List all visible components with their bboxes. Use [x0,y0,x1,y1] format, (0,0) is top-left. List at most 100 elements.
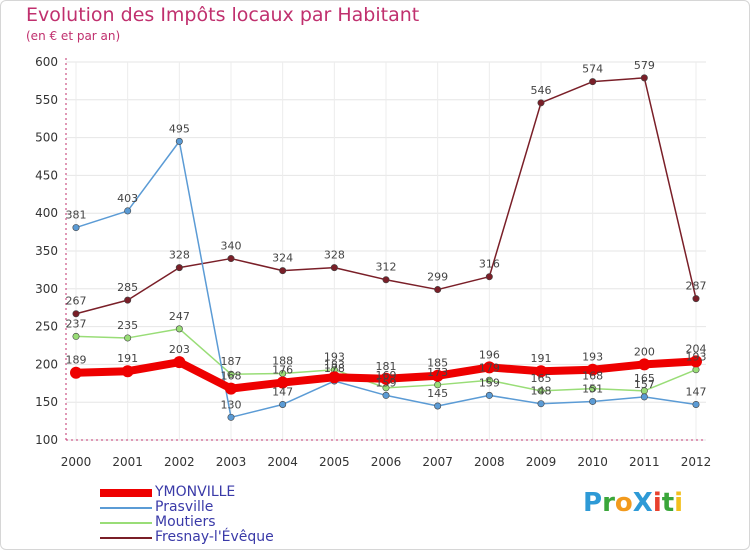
data-label-fresnay-l-v-que: 299 [427,271,448,284]
data-label-fresnay-l-v-que: 267 [66,295,87,308]
data-label-ymonville: 191 [531,352,552,365]
legend-swatch [100,536,152,539]
legend-label: YMONVILLE [155,484,236,500]
data-point-moutiers [485,376,493,384]
data-label-moutiers: 188 [272,354,293,367]
data-label-ymonville: 168 [221,370,242,383]
data-label-moutiers: 169 [376,369,397,382]
legend-item: Fresnay-l'Évêque [100,529,340,545]
data-point-prasville [434,402,442,410]
data-point-prasville [72,224,80,232]
data-point-ymonville [380,372,392,385]
data-label-prasville: 159 [376,376,397,389]
data-point-prasville [485,391,493,399]
data-point-ymonville [225,382,237,395]
data-label-fresnay-l-v-que: 579 [634,59,655,72]
data-label-fresnay-l-v-que: 328 [324,249,345,262]
legend-swatch [100,488,152,497]
data-point-fresnay-l-v-que [382,276,390,284]
legend-item: YMONVILLE [100,484,340,500]
data-label-moutiers: 247 [169,310,190,323]
y-tick-label: 250 [35,320,58,334]
data-point-moutiers [537,387,545,395]
legend-label: Prasville [155,499,214,515]
x-tick-label: 2011 [629,455,660,469]
data-label-ymonville: 176 [272,364,293,377]
data-point-prasville [124,207,132,215]
logo-letter: X [632,488,653,518]
data-label-moutiers: 187 [221,355,242,368]
data-label-prasville: 147 [272,385,293,398]
data-label-moutiers: 173 [427,366,448,379]
logo-letter: r [602,488,615,518]
data-point-fresnay-l-v-que [692,295,700,303]
x-tick-label: 2012 [681,455,712,469]
data-point-fresnay-l-v-que [589,78,597,86]
data-label-prasville: 145 [427,387,448,400]
data-label-ymonville: 183 [324,358,345,371]
data-point-moutiers [124,334,132,342]
data-label-ymonville: 193 [582,351,603,364]
data-point-ymonville [328,371,341,384]
data-point-ymonville [535,365,547,378]
data-label-prasville: 381 [66,209,87,222]
data-point-moutiers [589,385,597,393]
data-point-moutiers [175,325,183,333]
data-point-fresnay-l-v-que [279,267,287,275]
y-tick-label: 100 [35,433,58,447]
data-label-prasville: 403 [117,192,138,205]
x-tick-label: 2001 [112,455,143,469]
x-tick-label: 2000 [61,455,92,469]
y-tick-label: 500 [35,131,58,145]
data-label-prasville: 495 [169,122,190,135]
x-tick-label: 2005 [319,455,350,469]
data-point-ymonville [431,369,444,382]
data-point-fresnay-l-v-que [175,264,183,272]
data-label-moutiers: 165 [531,372,552,385]
logo-letter: i [652,488,662,518]
legend-item: Moutiers [100,514,340,530]
y-tick-label: 150 [35,395,58,409]
data-label-ymonville: 204 [686,342,707,355]
y-tick-label: 400 [35,206,58,220]
data-label-prasville: 148 [531,385,552,398]
legend-label: Fresnay-l'Évêque [155,529,274,545]
x-tick-label: 2003 [216,455,247,469]
data-point-ymonville [276,376,289,389]
data-point-prasville [640,393,648,401]
x-tick-label: 2006 [371,455,402,469]
y-tick-label: 350 [35,244,58,258]
logo-letter: t [661,488,675,518]
data-point-ymonville [586,363,599,376]
data-label-prasville: 159 [479,376,500,389]
data-label-fresnay-l-v-que: 574 [582,63,603,76]
data-point-ymonville [173,356,186,369]
legend-label: Moutiers [155,514,216,530]
data-label-fresnay-l-v-que: 324 [272,252,293,265]
data-point-prasville [227,413,235,421]
y-tick-label: 550 [35,93,58,107]
legend-item: Prasville [100,499,340,515]
data-label-prasville: 157 [634,378,655,391]
data-point-moutiers [692,366,700,374]
data-label-moutiers: 168 [582,370,603,383]
data-label-moutiers: 179 [479,361,500,374]
data-point-prasville [382,391,390,399]
x-tick-label: 2004 [267,455,298,469]
data-point-ymonville [638,358,651,371]
data-label-prasville: 151 [582,382,603,395]
data-label-prasville: 130 [221,398,242,411]
x-tick-label: 2002 [164,455,195,469]
data-point-prasville [279,400,287,408]
data-label-prasville: 178 [324,362,345,375]
data-label-ymonville: 203 [169,343,190,356]
data-point-fresnay-l-v-que [640,74,648,82]
data-label-ymonville: 200 [634,345,655,358]
data-point-fresnay-l-v-que [124,296,132,304]
data-label-fresnay-l-v-que: 285 [117,281,138,294]
data-label-fresnay-l-v-que: 340 [221,240,242,253]
y-tick-label: 600 [35,55,58,69]
data-point-ymonville [690,355,702,368]
